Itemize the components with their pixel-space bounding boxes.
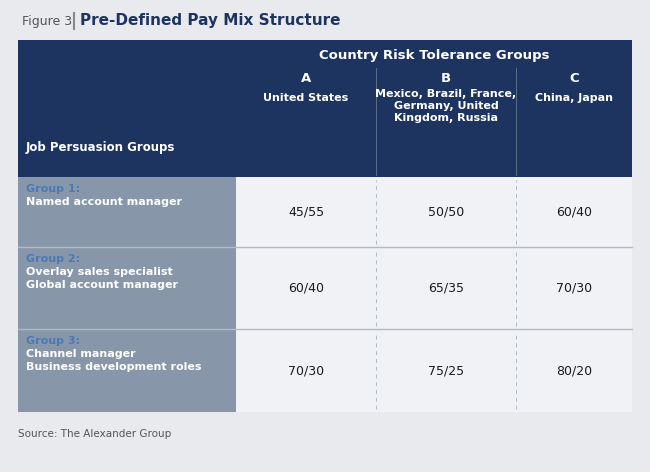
- Text: 70/30: 70/30: [556, 281, 592, 295]
- Text: 75/25: 75/25: [428, 364, 464, 377]
- Text: 70/30: 70/30: [288, 364, 324, 377]
- Text: Group 2:: Group 2:: [26, 254, 80, 264]
- Text: 65/35: 65/35: [428, 281, 464, 295]
- Text: 45/55: 45/55: [288, 205, 324, 219]
- Bar: [18, 329, 236, 412]
- Text: Named account manager: Named account manager: [26, 197, 182, 207]
- Bar: [18, 40, 632, 177]
- Text: Business development roles: Business development roles: [26, 362, 202, 372]
- Text: Group 3:: Group 3:: [26, 336, 80, 346]
- Text: 50/50: 50/50: [428, 205, 464, 219]
- Text: 80/20: 80/20: [556, 364, 592, 377]
- Text: A: A: [301, 71, 311, 84]
- Text: Figure 3: Figure 3: [22, 15, 72, 27]
- Text: Mexico, Brazil, France,
Germany, United
Kingdom, Russia: Mexico, Brazil, France, Germany, United …: [376, 89, 517, 123]
- Bar: [18, 177, 236, 247]
- Bar: [236, 247, 632, 329]
- Text: 60/40: 60/40: [556, 205, 592, 219]
- Text: China, Japan: China, Japan: [535, 93, 613, 103]
- Text: C: C: [569, 71, 578, 84]
- Bar: [18, 247, 236, 329]
- Text: Country Risk Tolerance Groups: Country Risk Tolerance Groups: [318, 50, 549, 62]
- Bar: [236, 177, 632, 247]
- Text: United States: United States: [263, 93, 348, 103]
- Text: 60/40: 60/40: [288, 281, 324, 295]
- Text: Channel manager: Channel manager: [26, 349, 136, 359]
- Text: Pre-Defined Pay Mix Structure: Pre-Defined Pay Mix Structure: [80, 14, 341, 28]
- Text: Global account manager: Global account manager: [26, 280, 178, 290]
- Text: Overlay sales specialist: Overlay sales specialist: [26, 267, 173, 277]
- Text: Group 1:: Group 1:: [26, 184, 80, 194]
- Text: Source: The Alexander Group: Source: The Alexander Group: [18, 429, 171, 439]
- Text: B: B: [441, 71, 451, 84]
- Text: Job Persuasion Groups: Job Persuasion Groups: [26, 141, 176, 153]
- Bar: [236, 329, 632, 412]
